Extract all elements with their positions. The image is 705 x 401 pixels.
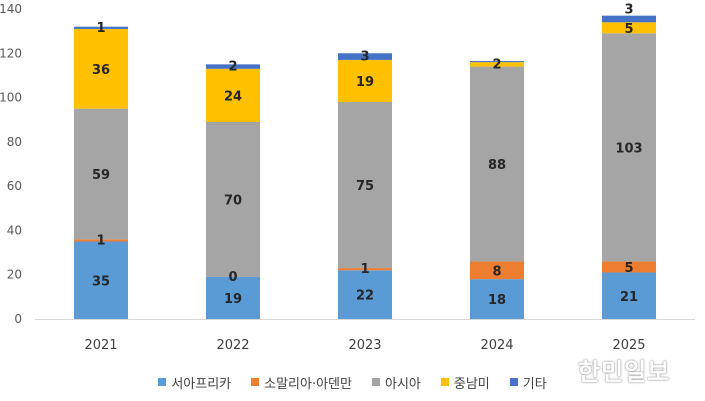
y-tick-label: 0 (14, 312, 22, 326)
legend-label-latin-america: 중남미 (453, 376, 490, 392)
bar-segment (206, 68, 260, 122)
bar-segment (74, 108, 128, 240)
y-tick-label: 120 (0, 46, 22, 60)
bar-segment (74, 241, 128, 319)
x-tick-label: 2023 (348, 338, 381, 353)
data-label: 22 (356, 289, 374, 304)
legend-item-west-africa: 서아프리카 (158, 373, 231, 392)
data-label: 3 (624, 3, 633, 18)
legend-label-asia: 아시아 (384, 376, 421, 392)
data-label: 8 (492, 264, 501, 279)
data-label: 35 (92, 274, 110, 289)
data-label: 19 (224, 292, 242, 307)
bar-segment (470, 62, 524, 67)
data-label: 21 (620, 290, 638, 305)
x-tick-label: 2024 (480, 338, 513, 353)
x-tick-label: 2021 (84, 338, 117, 353)
data-label: 19 (356, 75, 374, 90)
x-tick-label: 2022 (216, 338, 249, 353)
data-label: 88 (488, 158, 506, 173)
bar-segment (74, 26, 128, 29)
data-label: 5 (624, 261, 633, 276)
legend-item-other: 기타 (509, 373, 547, 392)
data-label: 24 (224, 89, 242, 104)
bar-segment (470, 279, 524, 319)
y-tick-label: 80 (7, 135, 22, 149)
bar-segment (338, 270, 392, 319)
bar-segment (602, 272, 656, 319)
legend: 서아프리카 소말리아·아덴만 아시아 중남미 기타 (0, 371, 705, 393)
data-label: 5 (624, 22, 633, 37)
legend-item-latin-america: 중남미 (440, 373, 490, 392)
bar-segment (602, 261, 656, 273)
bar-segment (206, 64, 260, 69)
data-label: 2 (492, 57, 501, 72)
data-label: 36 (92, 63, 110, 78)
x-axis: 2021 2022 2023 2024 2025 (35, 319, 695, 353)
data-label: 103 (615, 141, 642, 156)
legend-swatch-latin-america (440, 378, 449, 386)
y-tick-label: 140 (0, 2, 22, 16)
legend-swatch-asia (371, 378, 380, 386)
data-label: 59 (92, 168, 110, 183)
legend-swatch-somalia-aden (251, 378, 260, 386)
legend-label-west-africa: 서아프리카 (171, 376, 232, 392)
legend-item-asia: 아시아 (371, 373, 421, 392)
data-label: 2 (228, 60, 237, 75)
legend-swatch-other (509, 378, 518, 386)
bar-segment (602, 15, 656, 23)
watermark: 한민일보 (578, 358, 671, 386)
data-label: 0 (228, 270, 237, 285)
y-tick-label: 100 (0, 91, 22, 105)
bar-segment (470, 66, 524, 262)
bar-segment (338, 102, 392, 269)
data-label: 75 (356, 179, 374, 194)
data-label: 3 (360, 50, 369, 65)
bar-segment (338, 268, 392, 271)
bar-segment (470, 261, 524, 280)
data-label: 70 (224, 193, 242, 208)
bar-segment (338, 53, 392, 60)
legend-label-other: 기타 (522, 376, 547, 392)
y-tick-label: 20 (7, 268, 22, 282)
bar-segment (74, 28, 128, 109)
bar-segment (602, 33, 656, 262)
bar-segment (470, 61, 524, 63)
data-label: 1 (360, 262, 369, 277)
bar-layer (74, 15, 656, 319)
legend-item-somalia-aden: 소말리아·아덴만 (251, 373, 352, 392)
legend-label-somalia-aden: 소말리아·아덴만 (264, 376, 352, 392)
bar-segment (338, 59, 392, 102)
y-axis: 0 20 40 60 80 100 120 140 (0, 2, 22, 326)
data-label: 1 (96, 233, 105, 248)
data-label: 18 (488, 293, 506, 308)
bar-segment (74, 239, 128, 242)
bar-segment (206, 121, 260, 277)
y-tick-label: 60 (7, 179, 22, 193)
bar-segment (206, 276, 260, 319)
legend-swatch-west-africa (158, 378, 167, 386)
x-tick-label: 2025 (612, 338, 645, 353)
y-tick-label: 40 (7, 223, 22, 237)
data-label: 1 (96, 21, 105, 36)
bar-segment (602, 22, 656, 34)
